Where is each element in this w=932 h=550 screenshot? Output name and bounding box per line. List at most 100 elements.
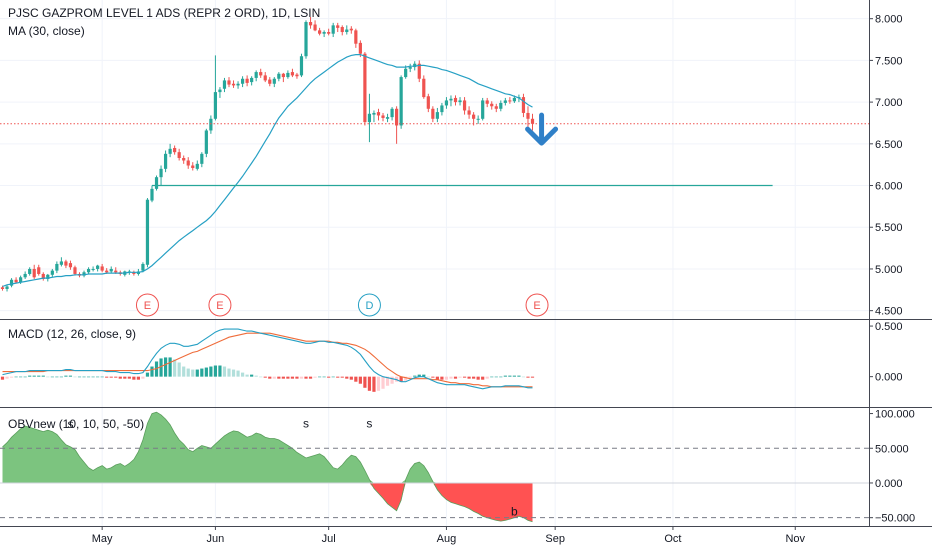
macd-hist-bar [404, 376, 408, 381]
macd-hist-bar [440, 376, 444, 380]
candle-body [231, 83, 236, 86]
macd-hist-bar [91, 376, 95, 378]
candle-body [472, 114, 476, 119]
macd-line [2, 328, 533, 390]
macd-hist-bar [345, 376, 349, 379]
candle-body [363, 53, 367, 123]
macd-hist-bar [322, 376, 326, 378]
chart-title: PJSC GAZPROM LEVEL 1 ADS (REPR 2 ORD), 1… [8, 6, 320, 20]
candles [0, 17, 535, 292]
macd-hist-bar [435, 376, 439, 380]
candle-body [390, 108, 394, 118]
candle-body [150, 188, 154, 201]
candle-body [218, 89, 222, 93]
candle-body [9, 279, 14, 286]
macd-signal-line [2, 332, 533, 388]
candle-body [440, 105, 444, 113]
macd-hist-bar [358, 376, 362, 384]
candle-body [254, 72, 258, 78]
candle-body [0, 287, 5, 289]
candle-body [458, 100, 462, 103]
macd-hist-bar [213, 365, 218, 377]
macd-hist-bar [218, 365, 222, 377]
macd-hist-bar [204, 367, 208, 377]
candle-body [435, 112, 439, 119]
macd-hist-bar [490, 376, 494, 378]
macd-hist-bar [59, 376, 63, 378]
candle-body [59, 261, 63, 265]
candle-body [86, 268, 91, 273]
candle-body [327, 32, 331, 34]
macd-hist-bar [417, 374, 421, 377]
macd-hist-bar [521, 376, 526, 378]
macd-hist-bar [177, 362, 181, 377]
macd-hist-bar [363, 376, 367, 388]
macd-hist-bar [118, 376, 122, 379]
macd-hist-bar [508, 375, 512, 377]
candle-body [91, 268, 95, 270]
candle-body [145, 199, 150, 265]
macd-hist-bar [426, 376, 430, 378]
macd-hist-bar [231, 369, 236, 377]
macd-hist-bar [286, 376, 290, 379]
macd-hist-bar [462, 376, 467, 378]
x-tick-label: Aug [437, 533, 457, 545]
macd-hist-bar [64, 375, 68, 377]
obv-positive-area [2, 412, 533, 483]
candle-body [96, 265, 100, 269]
macd-hist-bar [150, 366, 154, 377]
candle-body [19, 277, 23, 283]
candle-body [308, 22, 313, 26]
macd-hist-bar [304, 376, 308, 379]
event-marker-label: D [365, 300, 373, 312]
candle-body [453, 97, 458, 103]
x-tick-label: Jul [322, 533, 336, 545]
y-tick-label: 5.500 [875, 222, 903, 234]
macd-hist-bar [222, 366, 227, 377]
macd-hist-bar [28, 375, 32, 377]
candle-body [462, 100, 467, 111]
candle-body [227, 80, 231, 85]
candle-body [105, 270, 109, 273]
candle-body [286, 72, 290, 78]
candle-body [213, 92, 218, 119]
candle-body [349, 28, 353, 31]
macd-hist-bar [385, 376, 390, 386]
candle-body [318, 30, 322, 34]
macd-hist-bar [268, 376, 272, 379]
macd-hist-bar [444, 376, 449, 380]
candle-body [200, 153, 204, 164]
y-tick-label: 0.000 [875, 478, 903, 490]
candle-body [422, 78, 426, 98]
macd-hist-bar [254, 375, 258, 377]
candle-body [476, 118, 480, 120]
macd-hist-bar [127, 376, 131, 379]
y-tick-label: 8.000 [875, 14, 903, 26]
candle-body [358, 42, 362, 54]
macd-hist-bar [9, 376, 14, 378]
macd-hist-bar [114, 376, 118, 378]
macd-hist-bar [123, 376, 127, 379]
candle-body [41, 273, 45, 279]
candle-body [46, 274, 50, 279]
obv-area: s s s b [0, 411, 869, 523]
candle-body [499, 102, 503, 109]
macd-hist-bar [236, 370, 240, 377]
candle-body [245, 78, 249, 83]
macd-hist-bar [23, 376, 27, 378]
macd-hist-bar [381, 376, 385, 389]
candle-body [444, 100, 449, 106]
candle-body [132, 272, 136, 274]
macd-hist-bar [82, 376, 86, 378]
macd-hist-bar [318, 376, 322, 378]
macd-hist-bar [453, 376, 458, 379]
y-axis: 8.000 7.500 7.000 6.500 6.000 5.500 5.000 4.500… [869, 14, 915, 525]
obv-indicator-label: OBVnew (10, 10, 50, -50) [8, 417, 144, 431]
down-arrow-icon [525, 112, 559, 146]
x-tick-label: Sep [545, 533, 565, 545]
candle-body [426, 96, 430, 109]
ma-line [2, 53, 533, 288]
macd-hist-bar [32, 375, 36, 377]
macd-hist-bar [245, 374, 249, 377]
y-tick-label: 4.500 [875, 306, 903, 318]
